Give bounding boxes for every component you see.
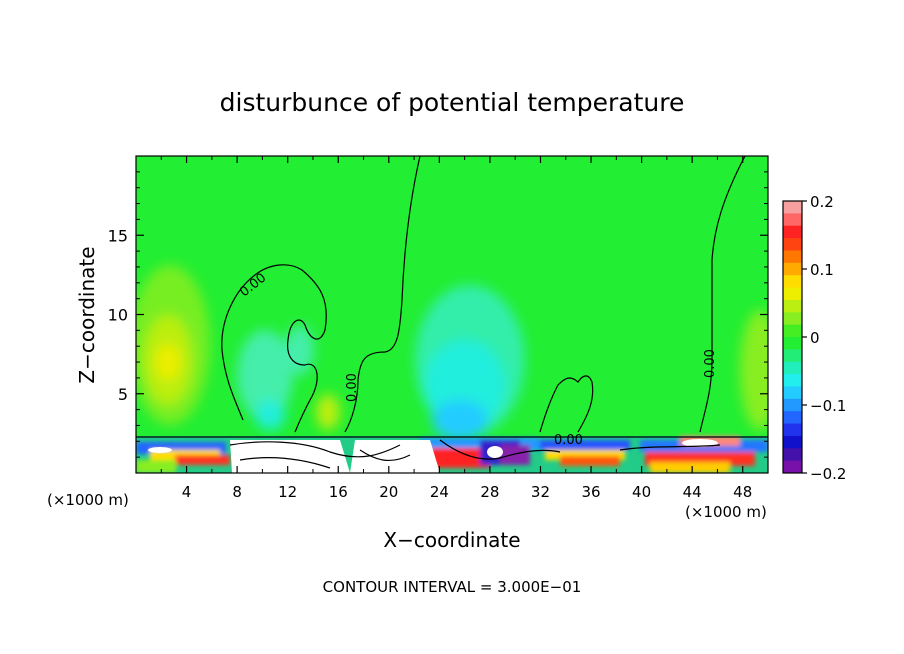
x-axis: 4 8 12 16 20 24 28 32 36 40 44 48 — [160, 156, 752, 501]
y-tick-label: 5 — [118, 385, 128, 404]
colorbar-swatch — [783, 448, 802, 462]
x-tick-label: 16 — [329, 483, 348, 501]
x-tick-label: 32 — [531, 483, 550, 501]
y-tick-label: 15 — [108, 226, 128, 245]
x-tick-label: 36 — [581, 483, 600, 501]
colorbar-swatch — [783, 201, 802, 214]
colorbar-tick-label: −0.2 — [810, 465, 846, 483]
contour-line-low-3 — [239, 457, 331, 469]
colorbar-swatch — [783, 349, 802, 363]
contour-line-hump — [539, 375, 594, 433]
colorbar-swatch — [783, 324, 802, 338]
x-axis-label: X−coordinate — [383, 528, 520, 552]
colorbar-swatch — [783, 411, 802, 425]
chart-title: disturbunce of potential temperature — [220, 88, 685, 117]
colorbar-swatch — [783, 299, 802, 313]
colorbar-swatch — [783, 435, 802, 449]
colorbar-swatch — [783, 423, 802, 437]
colorbar-swatch — [783, 312, 802, 326]
contour-lines — [136, 156, 768, 469]
contour-label: 0.00 — [345, 373, 360, 402]
warm-region-left — [136, 265, 210, 425]
x-tick-label: 40 — [632, 483, 651, 501]
colorbar-swatch — [783, 460, 802, 474]
x-tick-label: 48 — [733, 483, 752, 501]
x-tick-label: 28 — [480, 483, 499, 501]
cool-plume-left — [237, 325, 314, 430]
x-tick-label: 8 — [232, 483, 242, 501]
y-axis-label: Z−coordinate — [75, 246, 99, 383]
colorbar-tick-label: 0 — [810, 329, 820, 347]
colorbar-swatch — [783, 250, 802, 264]
x-tick-label: 20 — [379, 483, 398, 501]
contour-line-low-2 — [439, 439, 561, 460]
warm-region-right — [740, 310, 768, 430]
heatmap-field: 0.00 0.00 0.00 0.00 — [136, 156, 768, 473]
x-unit-left: (×1000 m) — [47, 491, 129, 509]
colorbar-swatch — [783, 287, 802, 301]
boundary-layer — [136, 436, 768, 473]
colorbar-swatch — [783, 238, 802, 251]
colorbar-swatch — [783, 398, 802, 412]
cool-plume-center — [415, 285, 525, 440]
colorbar-swatch — [783, 262, 802, 276]
contour-line-left — [221, 264, 327, 433]
contour-line-low-5 — [619, 444, 721, 451]
x-unit-right: (×1000 m) — [685, 503, 767, 521]
contour-label: 0.00 — [703, 349, 718, 378]
colorbar-tick-label: 0.1 — [810, 261, 834, 279]
contour-interval-note: CONTOUR INTERVAL = 3.000E−01 — [323, 578, 582, 596]
contour-line-right — [699, 156, 746, 433]
contour-line-center — [344, 156, 421, 433]
y-axis: 5 10 15 — [108, 171, 768, 458]
contour-line-low-1 — [229, 441, 401, 458]
warm-blob-mid — [316, 394, 340, 430]
colorbar-swatch — [783, 386, 802, 400]
x-tick-label: 44 — [683, 483, 702, 501]
x-tick-label: 12 — [278, 483, 297, 501]
colorbar-swatch — [783, 225, 802, 239]
y-tick-label: 10 — [108, 306, 128, 325]
colorbar-swatch — [783, 374, 802, 387]
colorbar-swatch — [783, 213, 802, 227]
colorbar-swatch — [783, 361, 802, 375]
colorbar-swatch — [783, 275, 802, 289]
contour-label: 0.00 — [554, 433, 583, 448]
colorbar-tick-label: −0.1 — [810, 397, 846, 415]
x-tick-label: 24 — [430, 483, 449, 501]
colorbar-swatch — [783, 337, 802, 350]
colorbar-tick-label: 0.2 — [810, 193, 834, 211]
x-tick-label: 4 — [182, 483, 192, 501]
contour-line-low-4 — [359, 449, 411, 462]
colorbar: 0.2 0.1 0 −0.1 −0.2 — [782, 193, 846, 483]
